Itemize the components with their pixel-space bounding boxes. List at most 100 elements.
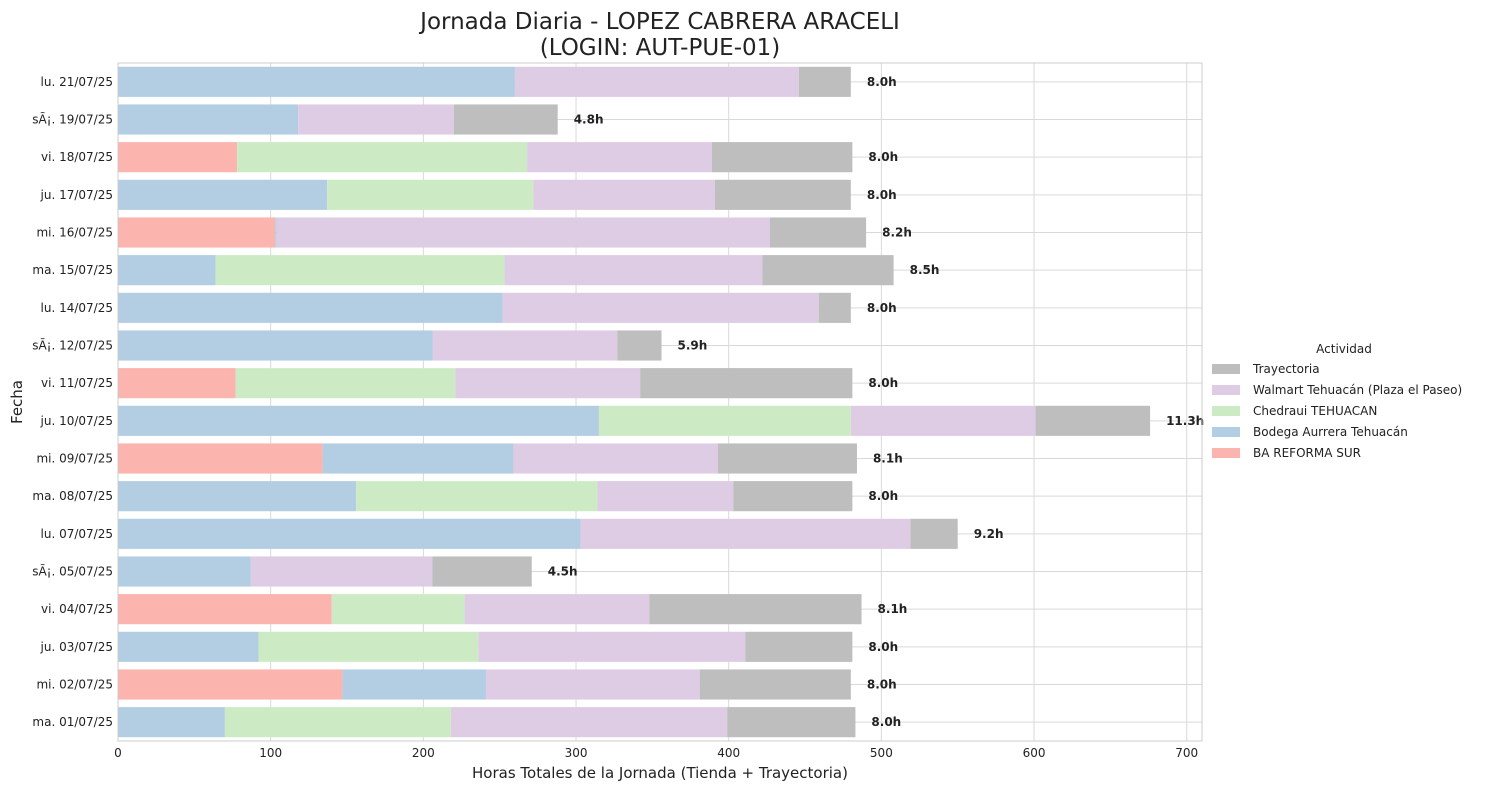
total-label: 4.5h xyxy=(548,565,578,579)
bar-segment xyxy=(745,631,853,662)
y-tick-label: vi. 11/07/25 xyxy=(41,376,113,390)
bar-segment xyxy=(455,368,641,399)
bar-segment xyxy=(485,669,700,700)
bars xyxy=(118,66,1151,738)
legend-swatch xyxy=(1212,385,1240,395)
legend-swatch xyxy=(1212,427,1240,437)
bar-segment xyxy=(1035,405,1151,436)
bar-segment xyxy=(714,179,851,210)
bar-segment xyxy=(331,594,465,625)
total-label: 8.0h xyxy=(867,188,897,202)
y-tick-label: ju. 03/07/25 xyxy=(40,640,113,654)
bar-segment xyxy=(699,669,851,700)
y-tick-label: ma. 15/07/25 xyxy=(32,263,113,277)
bar-segment xyxy=(718,443,857,474)
bar-segment xyxy=(327,179,534,210)
bar-segment xyxy=(617,330,662,361)
bar-segment xyxy=(258,631,479,662)
bar-segment xyxy=(818,292,851,323)
bar-segment xyxy=(118,142,238,173)
bar-segment xyxy=(432,330,618,361)
legend-swatch xyxy=(1212,448,1240,458)
bar-segment xyxy=(118,292,503,323)
legend-label: BA REFORMA SUR xyxy=(1253,446,1361,460)
bar-segment xyxy=(910,518,958,549)
bar-segment xyxy=(513,443,719,474)
bar-segment xyxy=(118,443,323,474)
legend: Actividad Trayectoria Walmart Tehuacán (P… xyxy=(1212,342,1462,460)
bar-segment xyxy=(727,707,856,738)
y-tick-label: sÃ¡. 19/07/25 xyxy=(32,112,113,127)
chart-subtitle: (LOGIN: AUT-PUE-01) xyxy=(540,35,781,61)
bar-segment xyxy=(118,179,328,210)
y-tick-label: vi. 04/07/25 xyxy=(41,602,113,616)
x-tick-label: 300 xyxy=(565,746,588,760)
x-tick-label: 0 xyxy=(114,746,122,760)
x-tick-label: 600 xyxy=(1023,746,1046,760)
bar-segment xyxy=(250,556,433,587)
bar-segment xyxy=(342,669,486,700)
bar-segment xyxy=(478,631,746,662)
legend-label: Trayectoria xyxy=(1252,362,1320,376)
bar-segment xyxy=(432,556,532,587)
y-tick-label: ju. 10/07/25 xyxy=(40,414,113,428)
y-tick-label: lu. 14/07/25 xyxy=(41,301,113,315)
y-tick-label: mi. 09/07/25 xyxy=(36,452,113,466)
total-label: 8.0h xyxy=(868,489,898,503)
legend-swatch xyxy=(1212,406,1240,416)
y-tick-label: sÃ¡. 05/07/25 xyxy=(32,564,113,579)
bar-segment xyxy=(118,669,343,700)
total-label: 8.0h xyxy=(871,715,901,729)
x-tick-label: 500 xyxy=(870,746,893,760)
y-tick-label: ma. 01/07/25 xyxy=(32,715,113,729)
bar-segment xyxy=(598,405,851,436)
bar-segment xyxy=(356,481,598,512)
chart-title: Jornada Diaria - LOPEZ CABRERA ARACELI xyxy=(418,9,900,35)
legend-title: Actividad xyxy=(1316,342,1372,356)
bar-segment xyxy=(502,292,819,323)
legend-label: Bodega Aurrera Tehuacán xyxy=(1253,425,1408,439)
bar-segment xyxy=(514,66,799,97)
bar-segment xyxy=(453,104,558,135)
plot-border xyxy=(117,62,1203,742)
total-label: 8.0h xyxy=(868,640,898,654)
bar-segment xyxy=(118,556,251,587)
total-label: 8.1h xyxy=(873,452,903,466)
bar-segment xyxy=(649,594,862,625)
total-label: 9.2h xyxy=(974,527,1004,541)
bar-segment xyxy=(118,217,276,248)
bar-segment xyxy=(118,66,515,97)
bar-segment xyxy=(762,255,894,286)
bar-segment xyxy=(215,255,505,286)
bar-segment xyxy=(276,217,770,248)
legend-swatch xyxy=(1212,364,1240,374)
bar-segment xyxy=(711,142,853,173)
bar-segment xyxy=(597,481,734,512)
total-label: 8.0h xyxy=(868,376,898,390)
bar-segment xyxy=(275,217,277,248)
x-tick-labels: 0 100 200 300 400 500 600 700 xyxy=(114,746,1198,760)
total-label: 8.0h xyxy=(867,301,897,315)
bar-segment xyxy=(527,142,712,173)
bar-segment xyxy=(118,368,236,399)
bar-segment xyxy=(118,255,216,286)
legend-label: Walmart Tehuacán (Plaza el Paseo) xyxy=(1253,383,1462,397)
bar-segment xyxy=(224,707,451,738)
y-tick-label: sÃ¡. 12/07/25 xyxy=(32,338,113,353)
bar-segment xyxy=(118,518,581,549)
plot-area xyxy=(118,63,1202,741)
y-tick-label: lu. 07/07/25 xyxy=(41,527,113,541)
bar-segment xyxy=(118,707,225,738)
y-axis-label: Fecha xyxy=(8,380,26,424)
bar-segment xyxy=(118,481,357,512)
bar-segment xyxy=(640,368,853,399)
bar-segment xyxy=(850,405,1036,436)
bar-segment xyxy=(322,443,514,474)
total-label: 8.1h xyxy=(878,602,908,616)
bar-segment xyxy=(464,594,650,625)
bar-segment xyxy=(798,66,851,97)
total-label: 8.0h xyxy=(867,75,897,89)
y-tick-label: ma. 08/07/25 xyxy=(32,489,113,503)
bar-segment xyxy=(118,330,433,361)
